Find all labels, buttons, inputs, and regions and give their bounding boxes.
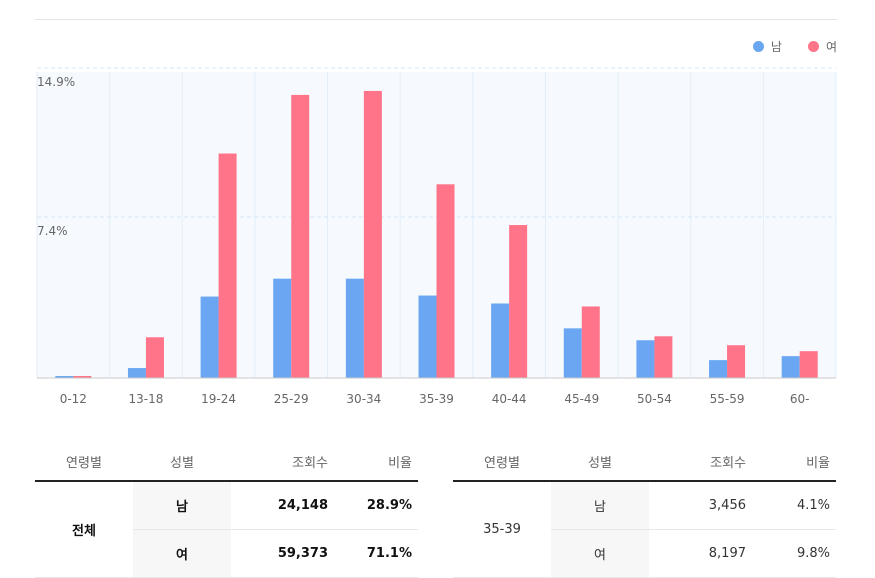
x-tick-label: 19-24 <box>201 392 236 406</box>
gender-cell: 여 <box>133 529 231 578</box>
legend-label-male: 남 <box>770 40 782 54</box>
views-cell: 3,456 <box>649 481 752 530</box>
y-tick-label: 14.9% <box>37 75 75 89</box>
x-tick-label: 55-59 <box>710 392 745 406</box>
bar-female[interactable] <box>581 306 600 378</box>
bar-female[interactable] <box>436 184 455 378</box>
bar-male[interactable] <box>55 376 74 378</box>
x-tick-label: 13-18 <box>129 392 164 406</box>
bar-female[interactable] <box>291 94 310 378</box>
legend-dot-female <box>807 41 819 52</box>
bar-female[interactable] <box>145 337 164 378</box>
bar-male[interactable] <box>200 296 219 378</box>
ratio-cell: 71.1% <box>334 529 418 578</box>
header-ratio: 비율 <box>334 442 418 482</box>
bar-female[interactable] <box>73 376 92 378</box>
table-row: 여 8,197 9.8% <box>453 529 836 578</box>
bar-male[interactable] <box>273 278 292 378</box>
header-age: 연령별 <box>453 442 551 482</box>
header-gender: 성별 <box>551 442 649 482</box>
legend-item-female[interactable]: 여 <box>807 38 837 55</box>
bar-male[interactable] <box>345 278 364 378</box>
y-tick-label: 7.4% <box>37 224 68 238</box>
stats-table-age-group: 연령별 성별 조회수 비율 35-39 남 3,456 4.1% 여 8,197… <box>453 442 836 578</box>
stats-table-total: 연령별 성별 조회수 비율 전체 남 24,148 28.9% 여 59,373… <box>35 442 418 578</box>
bar-male[interactable] <box>781 356 800 378</box>
x-tick-label: 25-29 <box>274 392 309 406</box>
ratio-cell: 4.1% <box>752 481 836 530</box>
ratio-cell: 9.8% <box>752 529 836 578</box>
views-cell: 59,373 <box>231 529 334 578</box>
bar-female[interactable] <box>799 351 818 378</box>
bar-female[interactable] <box>363 90 382 378</box>
bar-male[interactable] <box>127 368 146 378</box>
legend-label-female: 여 <box>825 40 837 54</box>
group-label: 35-39 <box>453 481 551 578</box>
bar-female[interactable] <box>727 345 746 378</box>
gender-cell: 여 <box>551 529 649 578</box>
top-divider <box>35 19 837 20</box>
x-tick-label: 0-12 <box>60 392 87 406</box>
table-row: 35-39 남 3,456 4.1% <box>453 481 836 578</box>
chart-legend: 남 여 <box>752 38 837 55</box>
header-views: 조회수 <box>649 442 752 482</box>
legend-dot-male <box>752 41 764 52</box>
bar-female[interactable] <box>218 153 237 378</box>
bar-male[interactable] <box>636 340 655 378</box>
bar-female[interactable] <box>509 225 528 378</box>
x-tick-label: 45-49 <box>564 392 599 406</box>
group-label: 전체 <box>35 481 133 578</box>
header-views: 조회수 <box>231 442 334 482</box>
gender-cell: 남 <box>551 481 649 530</box>
age-gender-bar-chart: 14.9% 7.4% 0-12 13-18 19-24 25-29 30-34 35-39 40… <box>36 67 837 406</box>
x-tick-label: 40-44 <box>492 392 527 406</box>
bar-female[interactable] <box>654 336 673 378</box>
table-row: 전체 남 24,148 28.9% <box>35 481 418 578</box>
x-tick-label: 35-39 <box>419 392 454 406</box>
bar-male[interactable] <box>709 360 728 378</box>
gender-cell: 남 <box>133 481 231 530</box>
header-ratio: 비율 <box>752 442 836 482</box>
x-tick-label: 30-34 <box>346 392 381 406</box>
ratio-cell: 28.9% <box>334 481 418 530</box>
legend-item-male[interactable]: 남 <box>752 38 782 55</box>
header-age: 연령별 <box>35 442 133 482</box>
x-tick-label: 50-54 <box>637 392 672 406</box>
views-cell: 8,197 <box>649 529 752 578</box>
views-cell: 24,148 <box>231 481 334 530</box>
bar-male[interactable] <box>563 328 582 378</box>
bar-male[interactable] <box>418 295 437 378</box>
header-gender: 성별 <box>133 442 231 482</box>
bar-male[interactable] <box>491 303 510 378</box>
x-tick-label: 60- <box>790 392 810 406</box>
